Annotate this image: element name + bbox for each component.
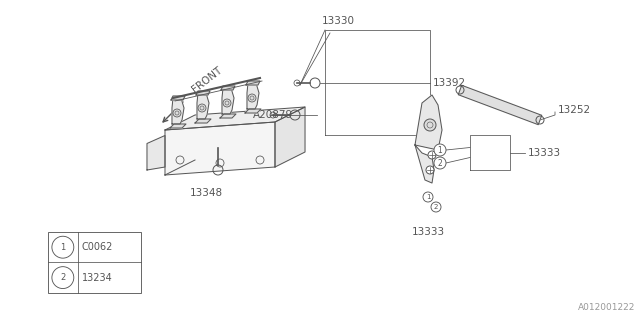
Polygon shape (171, 96, 185, 100)
Text: 2: 2 (438, 158, 442, 167)
Text: FRONT: FRONT (190, 65, 224, 95)
Polygon shape (458, 85, 541, 125)
Circle shape (173, 109, 181, 117)
Polygon shape (165, 122, 275, 175)
Text: 13333: 13333 (412, 227, 445, 237)
Text: A012001222: A012001222 (578, 303, 635, 312)
Text: 13333: 13333 (528, 148, 561, 157)
Text: 2: 2 (434, 204, 438, 210)
Polygon shape (222, 88, 234, 114)
Polygon shape (220, 114, 236, 118)
Polygon shape (170, 124, 186, 128)
Polygon shape (246, 81, 260, 85)
Circle shape (431, 202, 441, 212)
Circle shape (223, 99, 231, 107)
Circle shape (52, 236, 74, 258)
Polygon shape (196, 91, 210, 95)
Polygon shape (165, 107, 305, 130)
Circle shape (428, 151, 436, 159)
Text: 13252: 13252 (558, 105, 591, 115)
Text: A20879: A20879 (253, 110, 293, 120)
Polygon shape (247, 83, 259, 109)
Text: 1: 1 (60, 243, 65, 252)
Text: C0062: C0062 (82, 242, 113, 252)
Circle shape (198, 104, 206, 112)
Text: 13234: 13234 (82, 273, 113, 283)
Circle shape (423, 192, 433, 202)
Circle shape (424, 119, 436, 131)
Polygon shape (415, 145, 434, 183)
Circle shape (52, 267, 74, 289)
Circle shape (248, 94, 256, 102)
Circle shape (426, 166, 434, 174)
Polygon shape (147, 135, 165, 170)
Text: 13392: 13392 (433, 78, 466, 88)
Polygon shape (245, 109, 261, 113)
Circle shape (434, 157, 446, 169)
Text: 1: 1 (426, 194, 430, 200)
Polygon shape (197, 93, 209, 119)
Polygon shape (172, 98, 184, 124)
Polygon shape (221, 86, 235, 90)
Polygon shape (275, 107, 305, 167)
Polygon shape (415, 95, 442, 150)
Circle shape (434, 144, 446, 156)
Polygon shape (195, 119, 211, 123)
Text: 13330: 13330 (322, 16, 355, 26)
Text: 2: 2 (60, 273, 65, 282)
Bar (48, 232, 141, 293)
Text: 1: 1 (438, 146, 442, 155)
Text: 13348: 13348 (189, 188, 223, 198)
